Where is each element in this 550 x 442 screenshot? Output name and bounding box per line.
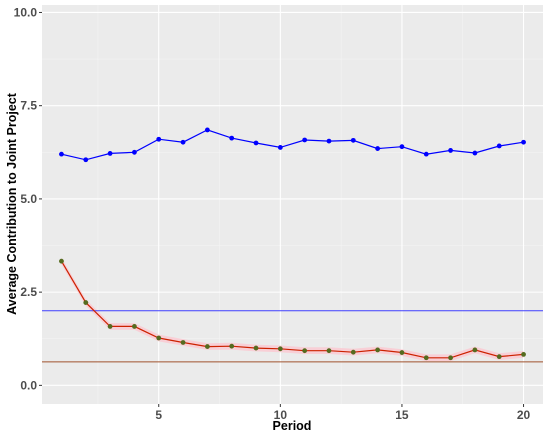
y-axis-title: Average Contribution to Joint Project: [5, 92, 19, 315]
series-layer: [59, 127, 526, 361]
series-0-line: [61, 129, 524, 161]
series-1-point: [326, 348, 332, 354]
y-tick-label: 2.5: [20, 285, 37, 299]
x-axis-title: Period: [273, 419, 312, 433]
series-0-point: [156, 136, 162, 142]
series-1-point: [229, 343, 235, 349]
series-0-point: [302, 137, 308, 143]
x-tick-label: 15: [395, 408, 409, 422]
series-1-point: [521, 352, 526, 357]
reference-lines: [42, 310, 543, 363]
series-1-point: [423, 355, 429, 361]
series-0-point: [277, 145, 283, 150]
x-axis-ticks: 5 10 15 20: [155, 404, 531, 422]
series-1-point: [277, 346, 283, 352]
series-0-point: [132, 149, 137, 155]
y-tick-label: 10.0: [14, 5, 38, 19]
series-0-point: [399, 144, 405, 150]
series-0-point: [423, 151, 429, 157]
series-0-point: [448, 148, 453, 153]
series-0-point: [350, 137, 356, 143]
y-tick-label: 7.5: [20, 99, 37, 113]
series-1-line: [60, 260, 524, 359]
grid: [42, 5, 543, 404]
series-0-point: [375, 146, 381, 151]
series-1-point: [350, 349, 356, 355]
y-axis-ticks: 0.0 2.5 5.0 7.5 10.0: [14, 5, 42, 392]
series-0-point: [107, 151, 113, 156]
series-1-point: [302, 348, 308, 354]
series-1-point: [180, 340, 186, 345]
series-0-point: [83, 157, 89, 163]
series-1-point: [83, 300, 89, 305]
x-tick-label: 10: [274, 408, 288, 422]
series-1-point: [448, 355, 453, 361]
plot-panel: [42, 5, 543, 404]
series-0-point: [326, 138, 332, 144]
series-1-point: [496, 354, 502, 360]
series-0-point: [472, 150, 478, 156]
y-tick-label: 5.0: [20, 192, 37, 206]
series-0-point: [521, 139, 526, 145]
x-tick-label: 5: [155, 408, 162, 422]
series-1-point: [204, 344, 210, 349]
series-1-point: [132, 324, 137, 329]
series-0-point: [229, 135, 235, 141]
series-0-point: [204, 127, 210, 133]
series-0-point: [59, 151, 64, 157]
series-1-point: [156, 335, 162, 341]
series-1-point: [375, 347, 381, 353]
series-1-point: [59, 258, 64, 264]
x-tick-label: 20: [517, 408, 531, 422]
series-0-point: [496, 143, 502, 149]
series-1-point: [399, 350, 405, 355]
y-tick-label: 0.0: [20, 378, 37, 392]
series-0-point: [180, 139, 186, 145]
series-1-point: [472, 347, 478, 353]
series-1-point: [107, 324, 113, 329]
series-1-point: [253, 345, 259, 351]
series-0-point: [253, 140, 259, 146]
